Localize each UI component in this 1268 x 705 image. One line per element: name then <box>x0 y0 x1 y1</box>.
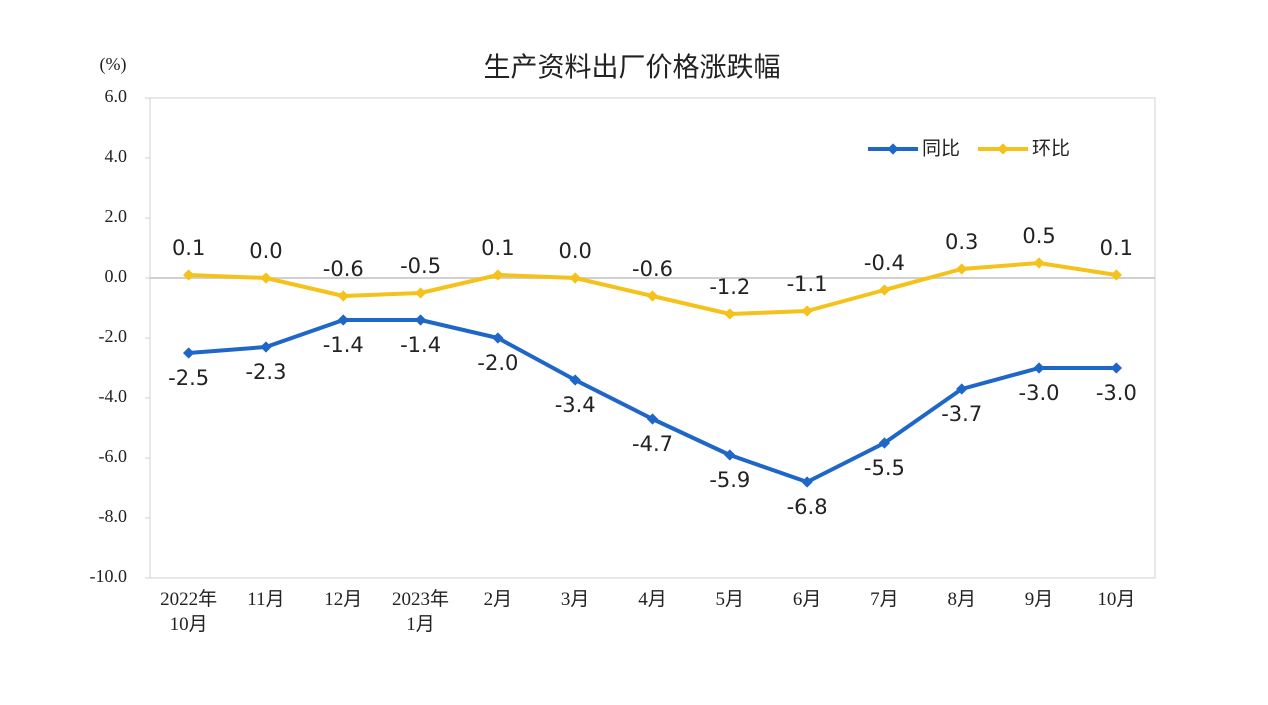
point-marker <box>260 272 272 284</box>
legend-marker <box>887 143 899 155</box>
data-label: 0.1 <box>172 236 205 260</box>
point-marker <box>182 347 195 359</box>
y-tick-label: 6.0 <box>105 86 128 106</box>
data-label: 0.1 <box>1100 236 1133 260</box>
x-tick-label: 8月 <box>947 589 976 610</box>
point-marker <box>646 413 659 425</box>
point-marker <box>1033 362 1045 374</box>
data-label: 0.5 <box>1022 224 1055 248</box>
data-label: -3.7 <box>941 402 982 426</box>
y-tick-label: -8.0 <box>99 506 128 526</box>
point-marker <box>878 437 891 449</box>
legend-label: 同比 <box>922 138 960 160</box>
legend-label: 环比 <box>1032 138 1070 160</box>
legend-marker <box>997 143 1009 155</box>
x-tick-label: 9月 <box>1024 589 1054 610</box>
point-marker <box>646 290 659 302</box>
data-label: -0.6 <box>632 257 673 281</box>
y-tick-label: -2.0 <box>99 326 128 346</box>
point-marker <box>337 290 349 302</box>
point-marker <box>1033 257 1045 269</box>
x-tick-label: 4月 <box>638 589 667 610</box>
data-label: -1.1 <box>787 272 828 296</box>
x-tick-label: 10月 <box>1097 589 1136 610</box>
y-axis-label: (%) <box>100 54 127 75</box>
data-label: -3.4 <box>555 393 596 417</box>
x-tick-label: 5月 <box>715 589 745 610</box>
data-label: -5.5 <box>864 456 905 480</box>
data-label: -4.7 <box>632 432 673 456</box>
data-label: -2.0 <box>477 351 518 375</box>
x-tick-label: 7月 <box>870 589 899 610</box>
data-label: -0.5 <box>400 254 441 278</box>
x-tick-label: 3月 <box>560 589 590 610</box>
x-tick-label: 2月 <box>483 589 513 610</box>
data-label: -0.4 <box>864 251 905 275</box>
plot-frame <box>149 97 1156 579</box>
point-marker <box>1110 362 1123 374</box>
x-tick-label: 6月 <box>792 589 822 610</box>
point-marker <box>337 314 349 326</box>
point-marker <box>414 287 427 299</box>
data-label: -2.3 <box>245 360 286 384</box>
x-tick-label: 12月 <box>324 589 363 610</box>
y-tick-label: 2.0 <box>105 206 128 226</box>
chart-title: 生产资料出厂价格涨跌幅 <box>484 53 781 84</box>
point-marker <box>182 269 195 281</box>
point-marker <box>492 332 504 344</box>
data-label: 0.0 <box>558 239 591 263</box>
point-marker <box>492 269 504 281</box>
y-tick-label: -4.0 <box>99 386 128 406</box>
data-label: -1.4 <box>400 333 441 357</box>
data-label: -5.9 <box>709 468 750 492</box>
y-tick-label: -6.0 <box>99 446 128 466</box>
point-marker <box>1110 269 1123 281</box>
data-label: -1.4 <box>323 333 364 357</box>
data-label: -3.0 <box>1019 381 1060 405</box>
point-marker <box>801 476 813 488</box>
point-marker <box>569 374 581 386</box>
y-tick-label: 0.0 <box>105 266 128 286</box>
point-marker <box>569 272 581 284</box>
x-tick-label: 11月 <box>247 589 285 610</box>
x-tick-label: 2022年 10月 <box>160 589 218 635</box>
y-tick-label: 4.0 <box>105 146 128 166</box>
data-label: -3.0 <box>1096 381 1137 405</box>
data-label: -1.2 <box>709 275 750 299</box>
x-tick-label: 2023年 1月 <box>392 589 450 635</box>
data-label: 0.0 <box>249 239 282 263</box>
point-marker <box>956 263 968 275</box>
point-marker <box>878 284 891 296</box>
point-marker <box>956 383 968 395</box>
data-label: -6.8 <box>787 495 828 519</box>
point-marker <box>801 305 813 317</box>
data-label: -2.5 <box>168 366 209 390</box>
point-marker <box>260 341 272 353</box>
data-label: 0.1 <box>481 236 514 260</box>
point-marker <box>724 308 736 320</box>
data-label: -0.6 <box>323 257 364 281</box>
point-marker <box>724 449 736 461</box>
y-tick-label: -10.0 <box>90 566 128 586</box>
data-label: 0.3 <box>945 230 978 254</box>
point-marker <box>414 314 427 326</box>
